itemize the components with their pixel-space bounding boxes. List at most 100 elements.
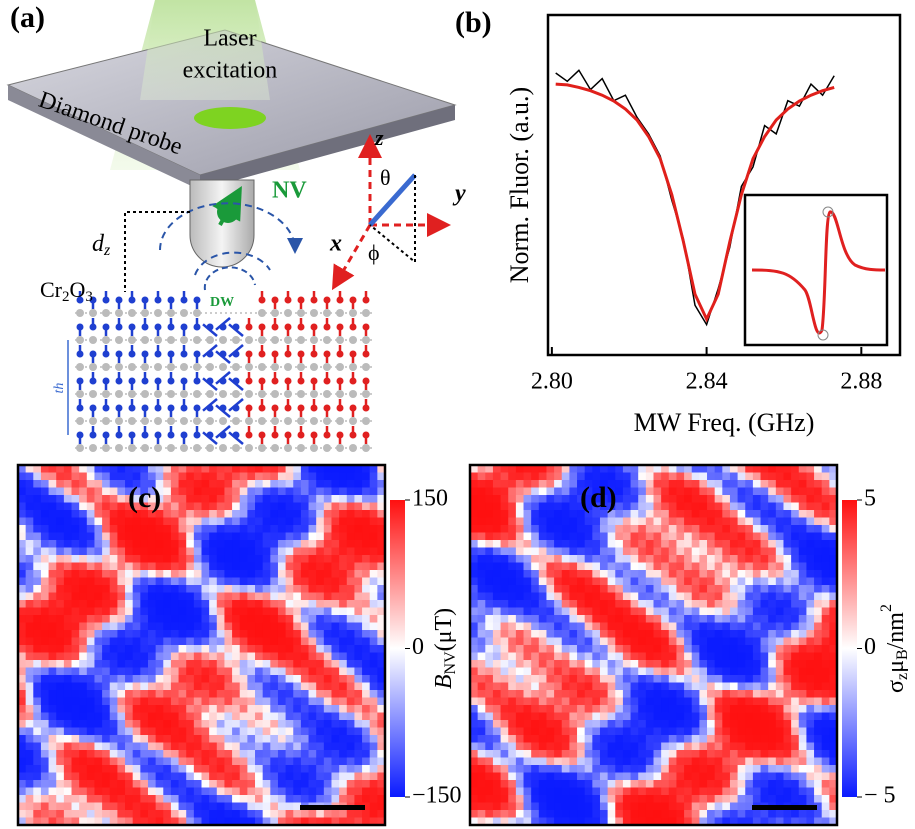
heatmap-cell (562, 533, 570, 541)
heatmap-cell (661, 788, 669, 796)
heatmap-cell (730, 690, 738, 698)
heatmap-cell (638, 623, 646, 631)
heatmap-cell (669, 563, 677, 571)
heatmap-cell (722, 503, 730, 511)
heatmap-cell (301, 600, 309, 608)
heatmap-cell (33, 503, 41, 511)
heatmap-cell (247, 578, 255, 586)
heatmap-cell (822, 525, 830, 533)
heatmap-cell (49, 773, 57, 781)
heatmap-cell (316, 720, 324, 728)
heatmap-cell (539, 780, 547, 788)
heatmap-cell (569, 668, 577, 676)
heatmap-cell (822, 615, 830, 623)
heatmap-cell (730, 803, 738, 811)
heatmap-cell (684, 608, 692, 616)
heatmap-cell (585, 758, 593, 766)
heatmap-cell (722, 473, 730, 481)
heatmap-cell (316, 540, 324, 548)
heatmap-cell (148, 638, 156, 646)
heatmap-cell (699, 480, 707, 488)
heatmap-cell (715, 615, 723, 623)
heatmap-cell (79, 533, 87, 541)
heatmap-cell (768, 675, 776, 683)
heatmap-cell (577, 713, 585, 721)
lattice-atom (154, 363, 162, 371)
heatmap-cell (508, 675, 516, 683)
heatmap-cell (531, 720, 539, 728)
heatmap-cell (715, 488, 723, 496)
heatmap-cell (79, 758, 87, 766)
heatmap-cell (133, 735, 141, 743)
heatmap-cell (493, 578, 501, 586)
heatmap-cell (600, 630, 608, 638)
heatmap-cell (791, 765, 799, 773)
heatmap-cell (539, 645, 547, 653)
heatmap-cell (186, 510, 194, 518)
heatmap-cell (516, 638, 524, 646)
heatmap-cell (286, 480, 294, 488)
heatmap-cell (799, 518, 807, 526)
heatmap-cell (822, 653, 830, 661)
heatmap-cell (806, 758, 814, 766)
heatmap-cell (217, 743, 225, 751)
heatmap-cell (148, 773, 156, 781)
heatmap-cell (209, 540, 217, 548)
heatmap-cell (516, 675, 524, 683)
heatmap-cell (232, 630, 240, 638)
heatmap-cell (194, 608, 202, 616)
heatmap-cell (822, 795, 830, 803)
heatmap-cell (72, 593, 80, 601)
heatmap-cell (232, 803, 240, 811)
heatmap-cell (676, 570, 684, 578)
heatmap-cell (255, 585, 263, 593)
heatmap-cell (753, 743, 761, 751)
heatmap-cell (539, 653, 547, 661)
heatmap-cell (324, 638, 332, 646)
heatmap-cell (179, 578, 187, 586)
heatmap-cell (822, 585, 830, 593)
heatmap-cell (347, 683, 355, 691)
heatmap-cell (631, 690, 639, 698)
heatmap-cell (577, 555, 585, 563)
heatmap-cell (531, 638, 539, 646)
heatmap-cell (72, 630, 80, 638)
heatmap-cell (623, 773, 631, 781)
heatmap-cell (370, 608, 378, 616)
heatmap-cell (485, 780, 493, 788)
heatmap-cell (676, 615, 684, 623)
heatmap-cell (707, 713, 715, 721)
heatmap-cell (661, 578, 669, 586)
heatmap-cell (791, 645, 799, 653)
heatmap-cell (102, 503, 110, 511)
heatmap-cell (783, 795, 791, 803)
heatmap-cell (94, 765, 102, 773)
heatmap-cell (692, 615, 700, 623)
heatmap-cell (102, 705, 110, 713)
heatmap-cell (646, 773, 654, 781)
heatmap-cell (623, 660, 631, 668)
lattice-atom (115, 309, 123, 317)
heatmap-cell (592, 555, 600, 563)
heatmap-cell (524, 518, 532, 526)
heatmap-cell (638, 645, 646, 653)
heatmap-cell (140, 743, 148, 751)
heatmap-cell (125, 600, 133, 608)
heatmap-cell (102, 765, 110, 773)
heatmap-cell (493, 525, 501, 533)
heatmap-cell (707, 578, 715, 586)
heatmap-cell (148, 623, 156, 631)
heatmap-cell (501, 803, 509, 811)
heatmap-cell (501, 510, 509, 518)
heatmap-cell (64, 630, 72, 638)
heatmap-cell (163, 630, 171, 638)
heatmap-cell (217, 675, 225, 683)
heatmap-cell (722, 683, 730, 691)
heatmap-cell (562, 713, 570, 721)
heatmap-cell (707, 593, 715, 601)
heatmap-cell (156, 668, 164, 676)
heatmap-cell (102, 683, 110, 691)
heatmap-cell (569, 638, 577, 646)
heatmap-cell (163, 660, 171, 668)
heatmap-cell (814, 503, 822, 511)
